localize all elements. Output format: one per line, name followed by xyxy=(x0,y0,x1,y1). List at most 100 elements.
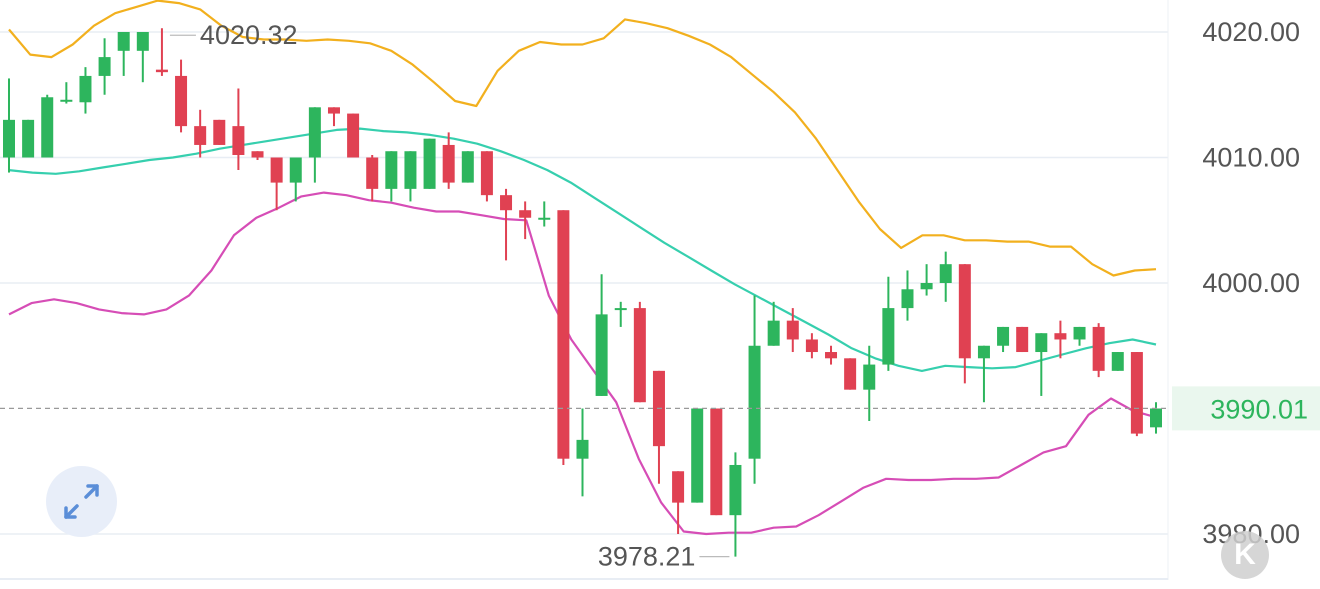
candle xyxy=(175,59,188,133)
k-icon: K xyxy=(1234,538,1256,571)
candle xyxy=(1016,326,1029,353)
candle xyxy=(1092,323,1105,378)
candle-body xyxy=(366,157,379,189)
candle xyxy=(1130,352,1143,437)
candle xyxy=(652,370,665,484)
candle-body xyxy=(1111,352,1124,371)
candle xyxy=(3,78,15,173)
price-tick-label: 4020.00 xyxy=(1202,17,1300,47)
candle-body xyxy=(1150,408,1162,428)
candle xyxy=(1054,320,1067,359)
candle-body xyxy=(385,151,398,189)
candle-body xyxy=(79,75,92,103)
low-annotation: 3978.21 xyxy=(598,542,730,572)
candle-body xyxy=(461,151,474,183)
candle xyxy=(232,88,245,171)
candle-body xyxy=(194,126,207,145)
k-logo-button[interactable]: K xyxy=(1221,531,1269,579)
candle-body xyxy=(672,471,685,503)
candle-body xyxy=(614,308,627,311)
candle-body xyxy=(251,151,264,158)
candle xyxy=(500,188,513,261)
high-annotation-label: 4020.32 xyxy=(200,20,298,50)
candle xyxy=(844,358,857,390)
candle xyxy=(1073,326,1086,346)
candle-body xyxy=(423,138,436,189)
candle-body xyxy=(289,157,302,183)
candle-body xyxy=(136,32,149,51)
candle xyxy=(920,264,933,296)
candle-body xyxy=(442,144,455,183)
candle-body xyxy=(633,308,646,403)
candle xyxy=(672,471,685,534)
candle xyxy=(251,151,264,161)
middle-band-line xyxy=(8,127,1157,372)
candle-body xyxy=(920,283,933,290)
candle xyxy=(767,301,780,346)
candle xyxy=(442,132,455,189)
candle-body xyxy=(997,326,1010,346)
candle-body xyxy=(1054,333,1067,340)
candle xyxy=(977,345,990,403)
candle-body xyxy=(404,151,417,189)
candle xyxy=(786,308,799,353)
candle xyxy=(557,210,570,465)
candle xyxy=(327,107,340,127)
candle xyxy=(480,151,493,202)
candle-body xyxy=(3,119,15,158)
candle xyxy=(79,67,92,114)
high-annotation: 4020.32 xyxy=(169,20,298,50)
candle xyxy=(863,345,876,422)
candle-body xyxy=(22,119,35,158)
price-tick-label: 4000.00 xyxy=(1202,268,1300,298)
candle xyxy=(98,38,111,95)
candle-body xyxy=(825,352,838,359)
candle xyxy=(22,119,35,158)
candle-body xyxy=(1130,352,1143,434)
candle-body xyxy=(805,339,818,353)
candle xyxy=(997,326,1010,353)
candle xyxy=(1111,352,1124,371)
candle xyxy=(136,32,149,83)
candle-body xyxy=(748,345,761,459)
candle xyxy=(385,151,398,202)
upper-band-line xyxy=(8,0,1157,277)
expand-icon xyxy=(64,484,99,519)
candle-body xyxy=(901,289,914,309)
candle-body xyxy=(977,345,990,359)
candle xyxy=(194,109,207,158)
candle xyxy=(748,295,761,484)
candle xyxy=(538,201,551,227)
candle xyxy=(614,301,627,327)
candle-body xyxy=(1035,333,1048,353)
candle-body xyxy=(232,126,245,155)
candle xyxy=(633,301,646,403)
expand-button[interactable] xyxy=(46,466,117,537)
candle-body xyxy=(347,113,360,158)
current-price-label-bg xyxy=(1172,386,1320,431)
candle-body xyxy=(213,119,226,145)
current-price-indicator: 3990.01 xyxy=(0,386,1320,431)
candle-body xyxy=(710,408,723,516)
candle xyxy=(155,28,168,76)
lower-band-line xyxy=(8,191,1157,536)
candle xyxy=(366,154,379,202)
candlesticks xyxy=(3,28,1162,557)
candle xyxy=(595,274,608,396)
low-annotation-label: 3978.21 xyxy=(598,542,696,572)
candle xyxy=(576,408,589,497)
candle xyxy=(519,201,532,240)
candle xyxy=(1150,402,1162,434)
candle-body xyxy=(863,364,876,390)
price-tick-label: 4010.00 xyxy=(1202,143,1300,173)
candle-body xyxy=(557,210,570,459)
candle xyxy=(1035,333,1048,396)
candle xyxy=(825,345,838,365)
candle-body xyxy=(500,195,513,211)
candle-body xyxy=(327,107,340,114)
candle xyxy=(710,408,723,516)
candle xyxy=(289,157,302,202)
candle xyxy=(117,32,130,76)
